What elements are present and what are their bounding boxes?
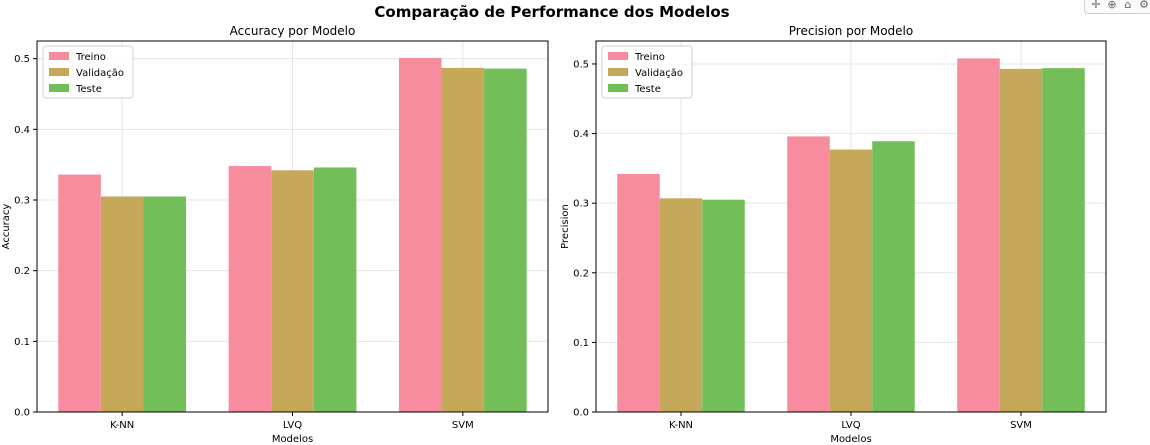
- bar-validao-knn: [659, 198, 703, 412]
- bar-teste-lvq: [872, 141, 915, 412]
- hand-icon[interactable]: ✛: [1091, 0, 1101, 11]
- chart-title: Precision por Modelo: [789, 24, 913, 38]
- legend-swatch: [49, 68, 69, 76]
- x-tick-label: SVM: [1010, 420, 1032, 431]
- bar-teste-lvq: [313, 167, 357, 412]
- y-tick-label: 0.3: [573, 199, 589, 210]
- charts-container: 0.0 0.1 0.2 0.3 0.4 0.5 K-NN LVQ SVM Accuracy por…: [1, 24, 1107, 445]
- legend-label: Validação: [76, 68, 124, 79]
- legend-swatch: [608, 68, 628, 76]
- x-tick-label: LVQ: [841, 420, 860, 431]
- chart-1: 0.0 0.1 0.2 0.3 0.4 0.5 K-NN LVQ SVM Accuracy por…: [1, 24, 549, 445]
- x-tick-label: K-NN: [669, 420, 693, 431]
- legend-swatch: [49, 52, 69, 60]
- bar-treino-knn: [58, 174, 101, 412]
- bar-treino-knn: [617, 173, 660, 412]
- home-icon[interactable]: ⌂: [1124, 0, 1132, 11]
- y-tick-label: 0.1: [573, 338, 589, 349]
- legend-swatch: [608, 84, 628, 92]
- chart-title: Accuracy por Modelo: [230, 24, 356, 38]
- legend: Treino Validação Teste: [601, 45, 693, 99]
- bar-teste-knn: [702, 199, 745, 412]
- legend-label: Treino: [634, 52, 665, 63]
- x-tick-label: K-NN: [110, 420, 134, 431]
- x-axis-label: Modelos: [830, 434, 871, 445]
- y-axis-label: Precision: [560, 204, 571, 249]
- bar-validao-svm: [999, 68, 1043, 412]
- bar-teste-knn: [143, 196, 187, 412]
- bar-validao-svm: [441, 67, 485, 412]
- legend-label: Teste: [634, 84, 661, 95]
- bar-treino-lvq: [787, 136, 830, 412]
- y-tick-label: 0.5: [14, 54, 30, 65]
- legend-label: Validação: [635, 68, 683, 79]
- bar-treino-svm: [957, 58, 1000, 413]
- x-tick-label: LVQ: [283, 420, 302, 431]
- bar-teste-svm: [484, 68, 527, 412]
- zoom-icon[interactable]: ⊕: [1107, 0, 1117, 11]
- bar-treino-lvq: [228, 166, 272, 412]
- y-tick-label: 0.1: [14, 337, 30, 348]
- bar-validao-lvq: [829, 149, 873, 412]
- y-axis-label: Accuracy: [1, 204, 12, 250]
- bar-treino-svm: [398, 57, 442, 413]
- y-tick-label: 0.4: [14, 125, 30, 136]
- bar-validao-knn: [100, 196, 144, 412]
- legend-swatch: [49, 84, 69, 92]
- settings-icon[interactable]: ⚙: [1139, 0, 1149, 11]
- legend-label: Treino: [75, 52, 106, 63]
- chart-2: 0.0 0.1 0.2 0.3 0.4 0.5 K-NN LVQ SVM Precision po…: [560, 24, 1107, 445]
- y-tick-label: 0.3: [14, 196, 30, 207]
- legend-swatch: [608, 52, 628, 60]
- y-tick-label: 0.0: [573, 408, 589, 419]
- plot-toolbar: ✛ ⊕ ⌂ ⚙: [1084, 0, 1150, 14]
- y-tick-label: 0.0: [14, 408, 30, 419]
- y-tick-label: 0.5: [573, 59, 589, 70]
- figure-suptitle: Comparação de Performance dos Modelos: [374, 3, 729, 21]
- y-tick-label: 0.4: [573, 129, 589, 140]
- legend-label: Teste: [75, 84, 102, 95]
- bar-validao-lvq: [271, 170, 314, 412]
- legend: Treino Validação Teste: [42, 45, 134, 99]
- y-tick-label: 0.2: [14, 266, 30, 277]
- bar-teste-svm: [1042, 68, 1085, 413]
- y-tick-label: 0.2: [573, 268, 589, 279]
- x-axis-label: Modelos: [272, 434, 313, 445]
- x-tick-label: SVM: [452, 420, 474, 431]
